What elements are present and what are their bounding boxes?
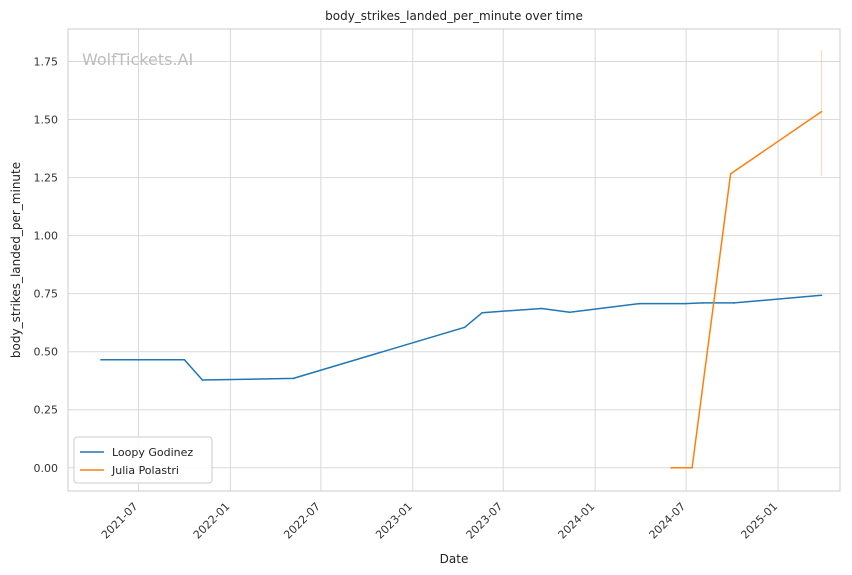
legend-box xyxy=(73,436,213,484)
y-tick-label: 1.25 xyxy=(34,172,59,185)
data-point-loopy-godinez xyxy=(481,311,484,314)
series-line-loopy-godinez xyxy=(101,294,822,381)
y-tick-label: 0.00 xyxy=(34,462,59,475)
data-point-loopy-godinez xyxy=(137,359,140,361)
data-point-loopy-godinez xyxy=(820,294,823,297)
legend: Loopy Godinez Julia Polastri xyxy=(73,436,213,484)
data-point-julia-polastri xyxy=(820,110,823,113)
y-tick-label: 1.00 xyxy=(34,230,59,243)
data-series xyxy=(100,49,823,469)
y-tick-label: 0.75 xyxy=(34,288,59,301)
data-point-loopy-godinez xyxy=(183,359,186,361)
y-tick-label: 0.25 xyxy=(34,404,59,417)
data-point-loopy-godinez xyxy=(701,302,704,304)
data-point-loopy-godinez xyxy=(568,311,571,314)
series-line-julia-polastri xyxy=(671,110,822,469)
data-point-loopy-godinez xyxy=(733,302,735,304)
data-point-julia-polastri xyxy=(691,466,693,469)
legend-label-julia-polastri: Julia Polastri xyxy=(111,464,179,477)
y-tick-label: 1.50 xyxy=(34,114,59,127)
grid-lines xyxy=(68,29,840,491)
data-point-loopy-godinez xyxy=(463,326,466,329)
data-point-julia-polastri xyxy=(729,173,732,175)
data-point-loopy-godinez xyxy=(292,377,295,380)
data-point-loopy-godinez xyxy=(201,379,204,381)
y-tick-labels: 0.00 0.25 0.50 0.75 1.00 1.25 1.50 1.75 xyxy=(34,56,59,475)
data-point-loopy-godinez xyxy=(684,302,686,305)
watermark: WolfTickets.AI xyxy=(82,50,193,69)
data-point-loopy-godinez xyxy=(100,359,102,361)
legend-label-loopy-godinez: Loopy Godinez xyxy=(112,446,193,459)
data-point-loopy-godinez xyxy=(638,302,641,305)
x-axis-title: Date xyxy=(440,552,469,566)
plot-frame xyxy=(67,28,841,492)
data-point-julia-polastri xyxy=(670,466,672,469)
y-tick-label: 0.50 xyxy=(34,346,59,359)
data-point-loopy-godinez xyxy=(540,307,543,310)
y-tick-label: 1.75 xyxy=(34,56,59,69)
chart-title: body_strikes_landed_per_minute over time xyxy=(325,9,583,23)
y-axis-title: body_strikes_landed_per_minute xyxy=(9,162,23,358)
